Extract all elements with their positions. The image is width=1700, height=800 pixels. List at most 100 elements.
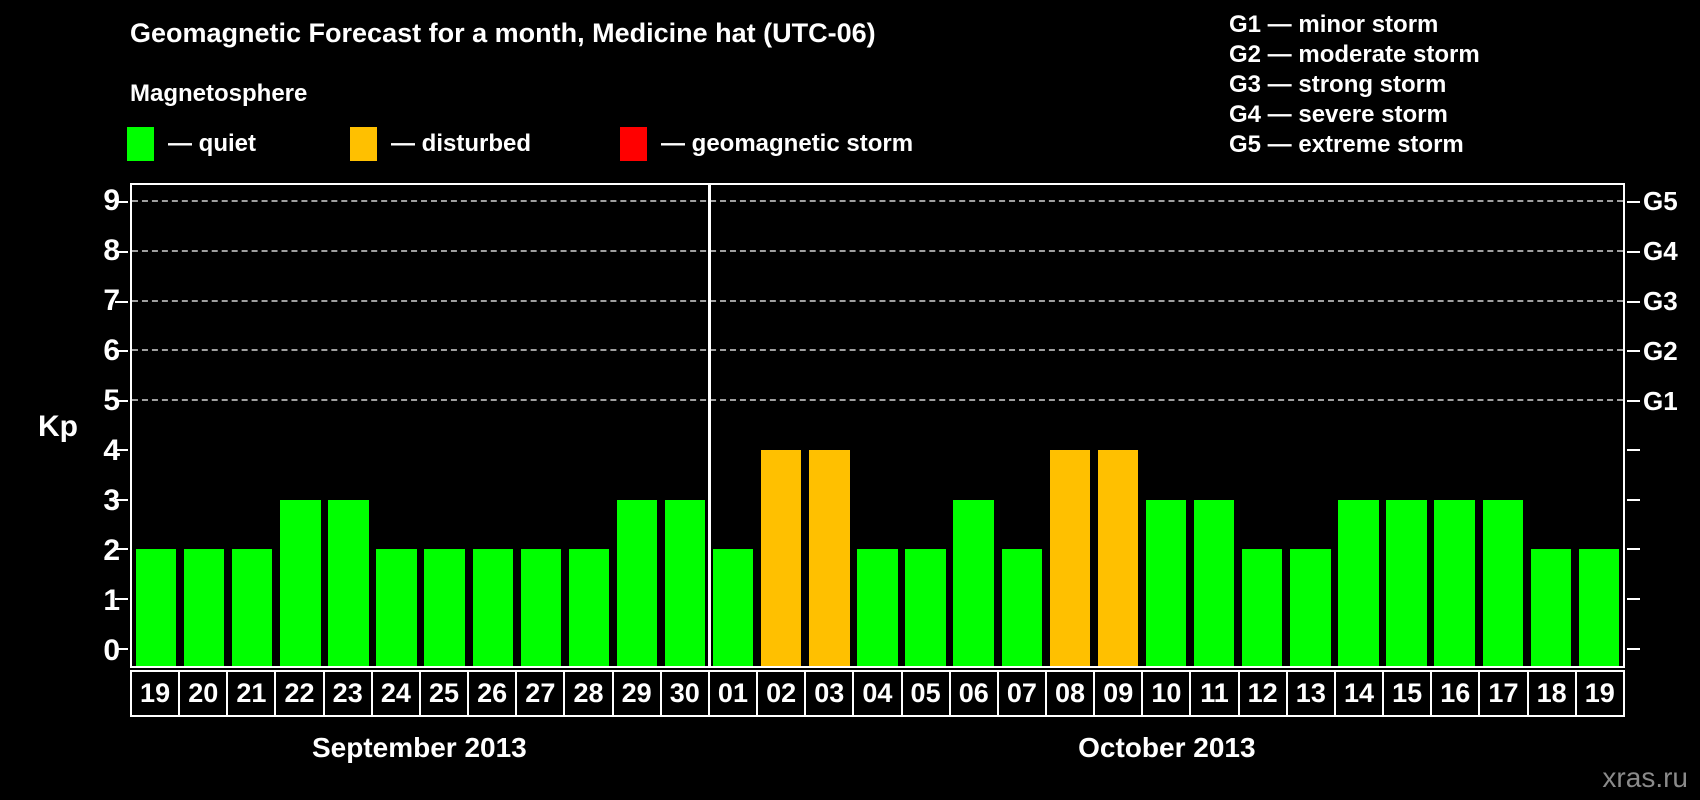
- kp-bar-day-11: [1193, 499, 1235, 666]
- kp-bar-day-07: [1001, 549, 1042, 666]
- status-legend: — quiet — disturbed — geomagnetic storm: [0, 124, 1100, 164]
- kp-tick-label-7: 7: [103, 283, 120, 317]
- left-tick-7: [115, 300, 128, 303]
- day-cell-06: 06: [948, 670, 999, 717]
- kp-bar-day-01: [713, 549, 754, 666]
- left-tick-8: [115, 250, 128, 253]
- kp-tick-label-2: 2: [103, 533, 120, 567]
- day-cell-17: 17: [1478, 670, 1529, 717]
- legend-item-storm: — geomagnetic storm: [620, 124, 913, 164]
- kp-bar-day-12: [1242, 549, 1283, 666]
- plot-area: [115, 183, 1640, 668]
- day-axis: 19 20 21 22 23 24 25 26 27 28 29 30 01 02 03 04 05 06 07 08…: [130, 670, 1625, 717]
- chart-title: Geomagnetic Forecast for a month, Medici…: [130, 18, 876, 48]
- kp-bar-day-22: [280, 499, 321, 666]
- legend-item-label: — quiet: [168, 130, 256, 157]
- month-label: October 2013: [1078, 732, 1256, 763]
- kp-tick-label-6: 6: [103, 333, 120, 367]
- gridline-kp-7: [132, 299, 1623, 302]
- kp-bar-day-27: [520, 549, 561, 666]
- right-tick-7: [1627, 300, 1640, 303]
- g-legend-line: G4 — severe storm: [1229, 101, 1448, 128]
- right-tick-6: [1627, 350, 1640, 353]
- kp-bar-day-04: [857, 549, 898, 666]
- kp-bar-day-30: [664, 499, 706, 666]
- day-cell-21: 21: [226, 670, 277, 717]
- right-tick-0: [1627, 647, 1640, 650]
- left-tick-6: [115, 350, 128, 353]
- gridline-kp-5: [132, 398, 1623, 401]
- day-cell-04: 04: [852, 670, 903, 717]
- g-axis-label-G1: G1: [1643, 385, 1678, 416]
- kp-bar-day-13: [1290, 549, 1331, 666]
- legend-item-disturbed: — disturbed: [350, 124, 531, 164]
- kp-bar-day-05: [905, 549, 946, 666]
- day-cell-30: 30: [659, 670, 710, 717]
- day-cell-25: 25: [418, 670, 470, 717]
- kp-bar-day-20: [183, 549, 225, 666]
- g-axis-label-G2: G2: [1643, 335, 1678, 366]
- kp-bar-day-08: [1049, 450, 1091, 666]
- kp-bar-day-28: [568, 549, 610, 666]
- right-tick-2: [1627, 548, 1640, 551]
- day-cell-22: 22: [274, 670, 325, 717]
- day-cell-18: 18: [1526, 670, 1577, 717]
- kp-bar-day-16: [1434, 499, 1475, 666]
- day-cell-14: 14: [1333, 670, 1385, 717]
- day-cell-26: 26: [467, 670, 518, 717]
- day-cell-02: 02: [756, 670, 807, 717]
- gridline-kp-6: [132, 349, 1623, 352]
- quiet-color-swatch: [127, 127, 154, 161]
- gridline-kp-8: [132, 249, 1623, 252]
- kp-bar-day-29: [616, 499, 658, 666]
- legend-item-label: — geomagnetic storm: [661, 130, 914, 157]
- kp-bar-day-19: [1578, 549, 1620, 666]
- kp-bar-day-03: [809, 450, 850, 666]
- kp-bar-day-14: [1338, 499, 1379, 666]
- left-tick-4: [115, 449, 128, 452]
- day-cell-28: 28: [563, 670, 614, 717]
- month-separator-line: [708, 185, 712, 666]
- kp-bar-day-18: [1530, 549, 1572, 666]
- kp-tick-label-0: 0: [103, 633, 120, 667]
- day-cell-19: 19: [1574, 670, 1625, 717]
- month-labels: September 2013 October 2013: [130, 732, 1625, 768]
- kp-bar-day-17: [1482, 499, 1523, 666]
- g-axis-label-G5: G5: [1643, 185, 1678, 216]
- kp-tick-label-5: 5: [103, 383, 120, 417]
- kp-tick-label-9: 9: [103, 183, 120, 217]
- month-label: September 2013: [311, 732, 527, 763]
- g-axis-labels: G1 G2 G3 G4 G5: [1643, 183, 1699, 668]
- legend-item-quiet: — quiet: [127, 124, 256, 164]
- left-tick-0: [115, 647, 128, 650]
- g-legend-line: G1 — minor storm: [1229, 11, 1439, 38]
- day-cell-08: 08: [1044, 670, 1096, 717]
- day-cell-11: 11: [1189, 670, 1240, 717]
- kp-tick-label-1: 1: [103, 583, 120, 617]
- legend-item-label: — disturbed: [391, 130, 532, 157]
- g-axis-label-G3: G3: [1643, 285, 1678, 316]
- g-legend-line: G3 — strong storm: [1229, 71, 1447, 98]
- kp-tick-label-4: 4: [103, 433, 120, 467]
- right-tick-9: [1627, 201, 1640, 204]
- storm-color-swatch: [620, 127, 647, 161]
- kp-tick-label-3: 3: [103, 483, 120, 517]
- kp-bar-day-26: [472, 549, 513, 666]
- left-tick-1: [115, 598, 128, 601]
- day-cell-24: 24: [370, 670, 421, 717]
- right-tick-1: [1627, 598, 1640, 601]
- kp-bar-day-06: [953, 499, 994, 666]
- magnetosphere-legend-title: Magnetosphere: [130, 80, 308, 107]
- day-cell-23: 23: [322, 670, 373, 717]
- g-legend-line: G2 — moderate storm: [1229, 41, 1480, 68]
- kp-tick-label-8: 8: [103, 233, 120, 267]
- gridline-kp-9: [132, 200, 1623, 203]
- kp-axis-tick-labels: 0 1 2 3 4 5 6 7 8 9: [60, 183, 120, 668]
- kp-bar-day-15: [1386, 499, 1427, 666]
- right-tick-3: [1627, 498, 1640, 501]
- day-cell-07: 07: [996, 670, 1047, 717]
- right-tick-4: [1627, 449, 1640, 452]
- kp-bar-day-25: [424, 549, 465, 666]
- day-cell-05: 05: [900, 670, 951, 717]
